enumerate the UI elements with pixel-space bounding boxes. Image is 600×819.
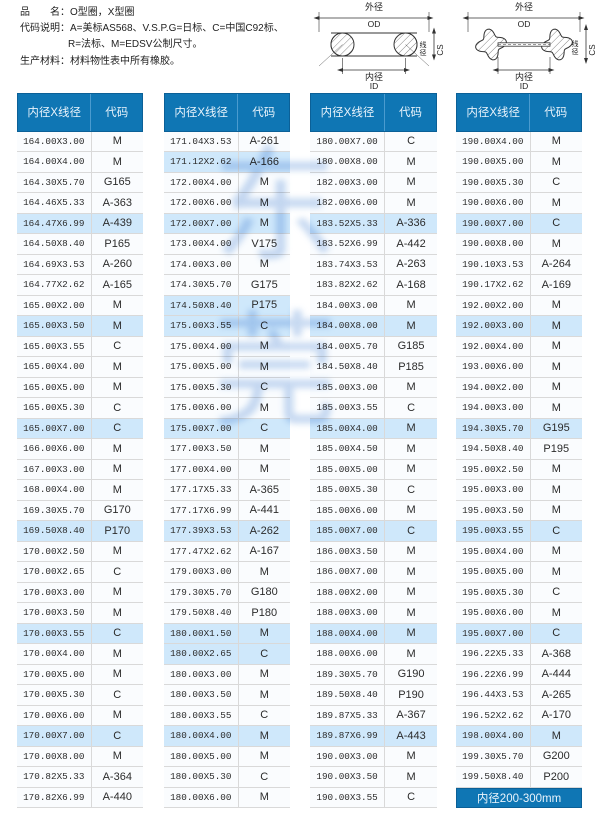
svg-text:线: 线	[420, 40, 427, 49]
svg-text:径: 径	[572, 47, 579, 56]
svg-text:ID: ID	[370, 81, 379, 91]
svg-text:OD: OD	[368, 19, 381, 29]
svg-text:CS: CS	[588, 44, 597, 55]
svg-text:ID: ID	[520, 81, 529, 91]
svg-text:径: 径	[420, 48, 427, 57]
svg-text:外径: 外径	[365, 1, 383, 12]
svg-text:CS: CS	[436, 44, 445, 55]
svg-text:OD: OD	[518, 19, 531, 29]
svg-text:线: 线	[572, 39, 579, 48]
svg-text:外径: 外径	[515, 1, 533, 12]
